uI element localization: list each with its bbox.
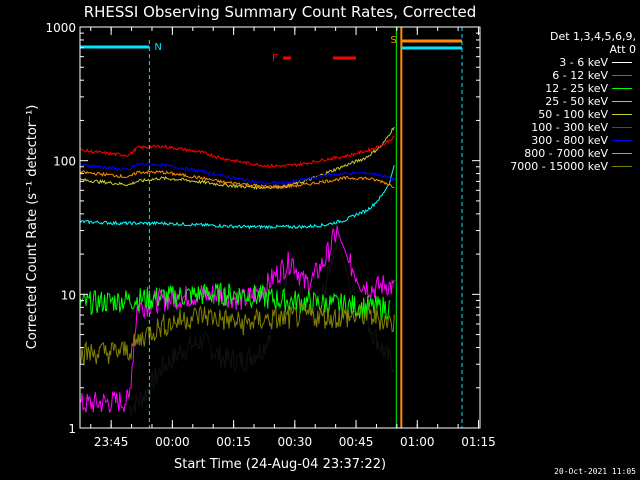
series-line-7 xyxy=(79,169,395,190)
legend-swatch xyxy=(612,140,632,141)
legend-swatch xyxy=(612,75,632,76)
x-axis-label: Start Time (24-Aug-04 23:37:22) xyxy=(174,457,386,472)
legend-entry: 300 - 800 keV xyxy=(480,134,636,147)
legend: Det 1,3,4,5,6,9, Att 0 3 - 6 keV 6 - 12 k… xyxy=(480,30,636,173)
x-tick-label: 23:45 xyxy=(94,435,129,449)
legend-label: 12 - 25 keV xyxy=(545,82,608,95)
legend-label: 50 - 100 keV xyxy=(538,108,608,121)
x-tick-label: 00:45 xyxy=(339,435,374,449)
plot-area: N F S xyxy=(79,27,463,428)
y-tick-label: 10 xyxy=(61,288,76,302)
flare-marker-label: F xyxy=(272,53,278,64)
legend-swatch xyxy=(612,153,632,154)
legend-entry: 3 - 6 keV xyxy=(480,56,636,69)
axes: 1 10 100 1000 23:45 00:00 00:15 00:30 00:45 01:00… xyxy=(45,21,495,449)
series-line-8 xyxy=(79,301,395,366)
series-line-3 xyxy=(79,165,395,230)
legend-swatch xyxy=(612,127,632,128)
saa-marker-label: S xyxy=(390,35,396,46)
chart-title: RHESSI Observing Summary Count Rates, Co… xyxy=(84,3,477,21)
legend-entry: 100 - 300 keV xyxy=(480,121,636,134)
legend-entry: 12 - 25 keV xyxy=(480,82,636,95)
legend-swatch xyxy=(612,114,632,115)
legend-swatch xyxy=(612,88,632,89)
render-timestamp: 20-Oct-2021 11:05 xyxy=(554,467,636,476)
legend-label: 25 - 50 keV xyxy=(545,95,608,108)
x-tick-label: 01:00 xyxy=(400,435,435,449)
legend-entry: 7000 - 15000 keV xyxy=(480,160,636,173)
legend-label: 300 - 800 keV xyxy=(531,134,608,147)
series-line-1 xyxy=(79,225,395,414)
detector-note: Det 1,3,4,5,6,9, xyxy=(549,30,636,43)
legend-label: 800 - 7000 keV xyxy=(524,147,608,160)
series-line-6 xyxy=(79,162,395,186)
legend-swatch xyxy=(612,101,632,102)
legend-entry: 6 - 12 keV xyxy=(480,69,636,82)
y-tick-label: 1000 xyxy=(45,21,76,35)
x-tick-label: 01:15 xyxy=(461,435,496,449)
legend-label: 3 - 6 keV xyxy=(559,56,608,69)
y-axis-label: Corrected Count Rate (s⁻¹ detector⁻¹) xyxy=(25,105,40,350)
x-tick-label: 00:15 xyxy=(216,435,251,449)
legend-label: 7000 - 15000 keV xyxy=(510,160,608,173)
series-line-4 xyxy=(79,126,395,191)
night-marker-label: N xyxy=(154,42,161,53)
attenuator-note: Att 0 xyxy=(609,43,636,56)
y-tick-label: 100 xyxy=(53,155,76,169)
legend-label: 6 - 12 keV xyxy=(552,69,608,82)
legend-swatch xyxy=(612,62,632,63)
legend-label: 100 - 300 keV xyxy=(531,121,608,134)
series-line-0 xyxy=(128,223,395,417)
y-tick-label: 1 xyxy=(68,422,76,436)
x-tick-label: 00:00 xyxy=(155,435,190,449)
legend-entry: 50 - 100 keV xyxy=(480,108,636,121)
legend-entry: 25 - 50 keV xyxy=(480,95,636,108)
x-tick-label: 00:30 xyxy=(278,435,313,449)
legend-swatch xyxy=(612,166,632,167)
series-line-2 xyxy=(79,282,391,321)
legend-entry: 800 - 7000 keV xyxy=(480,147,636,160)
legend-entries: 3 - 6 keV 6 - 12 keV 12 - 25 keV 25 - 50 ke… xyxy=(480,56,636,173)
series-line-5 xyxy=(79,135,395,169)
plot-frame xyxy=(79,26,481,429)
